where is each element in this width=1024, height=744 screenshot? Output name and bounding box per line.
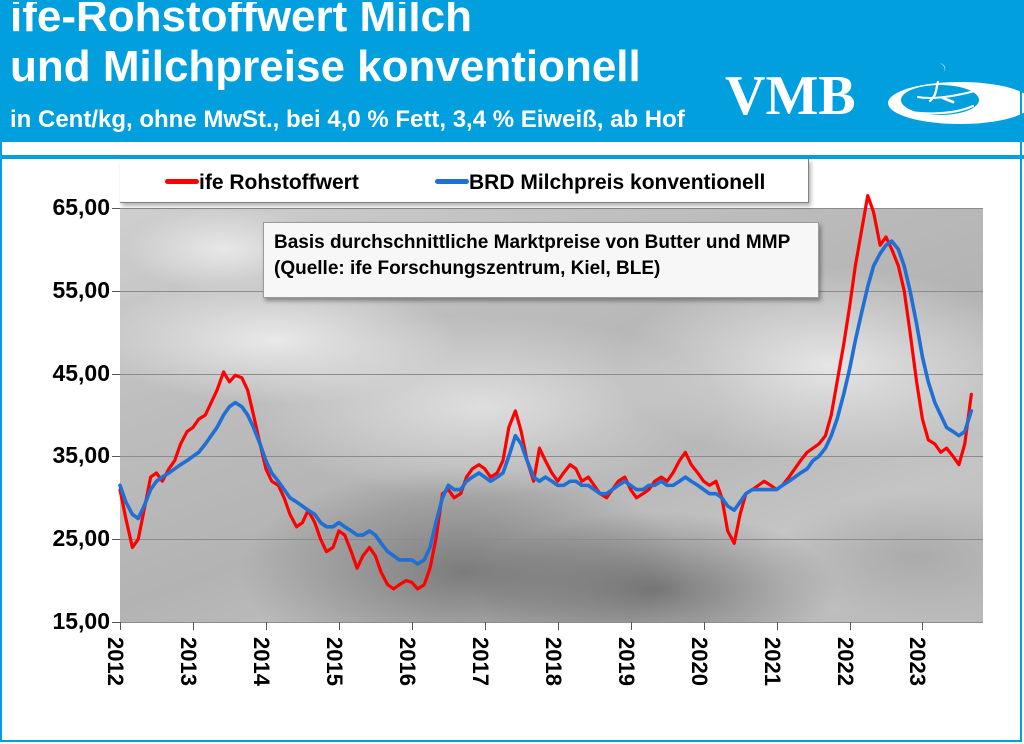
svg-text:VMB: VMB: [725, 65, 856, 127]
